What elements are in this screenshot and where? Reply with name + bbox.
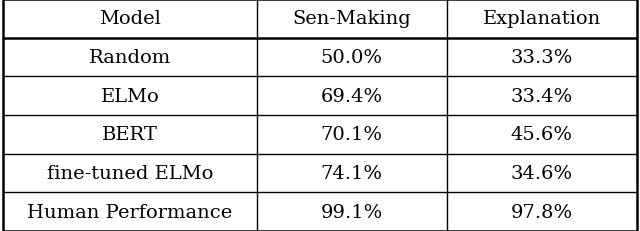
Text: Explanation: Explanation — [483, 10, 601, 28]
Text: 70.1%: 70.1% — [321, 126, 383, 144]
Text: 34.6%: 34.6% — [511, 164, 573, 182]
Text: Model: Model — [99, 10, 161, 28]
Text: Sen-Making: Sen-Making — [292, 10, 411, 28]
Text: 33.4%: 33.4% — [511, 87, 573, 105]
Text: 45.6%: 45.6% — [511, 126, 573, 144]
Text: ELMo: ELMo — [100, 87, 159, 105]
Text: 33.3%: 33.3% — [511, 49, 573, 67]
Text: 97.8%: 97.8% — [511, 203, 573, 221]
Text: 50.0%: 50.0% — [321, 49, 383, 67]
Text: 69.4%: 69.4% — [321, 87, 383, 105]
Text: Human Performance: Human Performance — [28, 203, 232, 221]
Text: fine-tuned ELMo: fine-tuned ELMo — [47, 164, 213, 182]
Text: 74.1%: 74.1% — [321, 164, 383, 182]
Text: BERT: BERT — [102, 126, 158, 144]
Text: 99.1%: 99.1% — [321, 203, 383, 221]
Text: Random: Random — [89, 49, 171, 67]
